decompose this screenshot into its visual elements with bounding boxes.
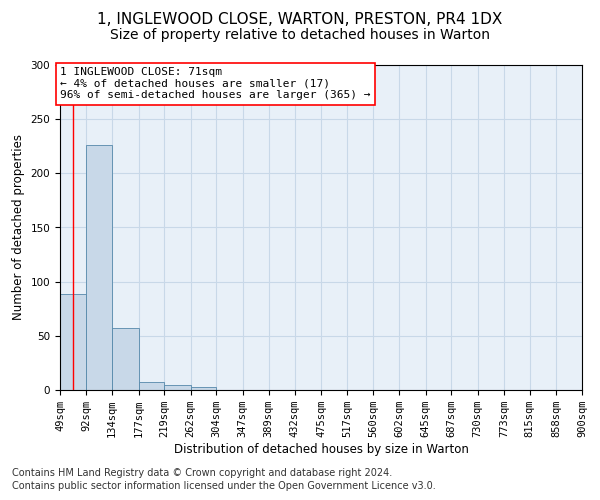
- Text: 1, INGLEWOOD CLOSE, WARTON, PRESTON, PR4 1DX: 1, INGLEWOOD CLOSE, WARTON, PRESTON, PR4…: [97, 12, 503, 28]
- Text: Contains public sector information licensed under the Open Government Licence v3: Contains public sector information licen…: [12, 481, 436, 491]
- Bar: [86, 145, 112, 390]
- Bar: [60, 294, 86, 390]
- Bar: [139, 382, 164, 390]
- Text: 1 INGLEWOOD CLOSE: 71sqm
← 4% of detached houses are smaller (17)
96% of semi-de: 1 INGLEWOOD CLOSE: 71sqm ← 4% of detache…: [60, 67, 371, 100]
- Text: Contains HM Land Registry data © Crown copyright and database right 2024.: Contains HM Land Registry data © Crown c…: [12, 468, 392, 477]
- Text: Size of property relative to detached houses in Warton: Size of property relative to detached ho…: [110, 28, 490, 42]
- Bar: [191, 387, 217, 390]
- Bar: [112, 328, 139, 390]
- Y-axis label: Number of detached properties: Number of detached properties: [12, 134, 25, 320]
- X-axis label: Distribution of detached houses by size in Warton: Distribution of detached houses by size …: [173, 443, 469, 456]
- Bar: [164, 384, 191, 390]
